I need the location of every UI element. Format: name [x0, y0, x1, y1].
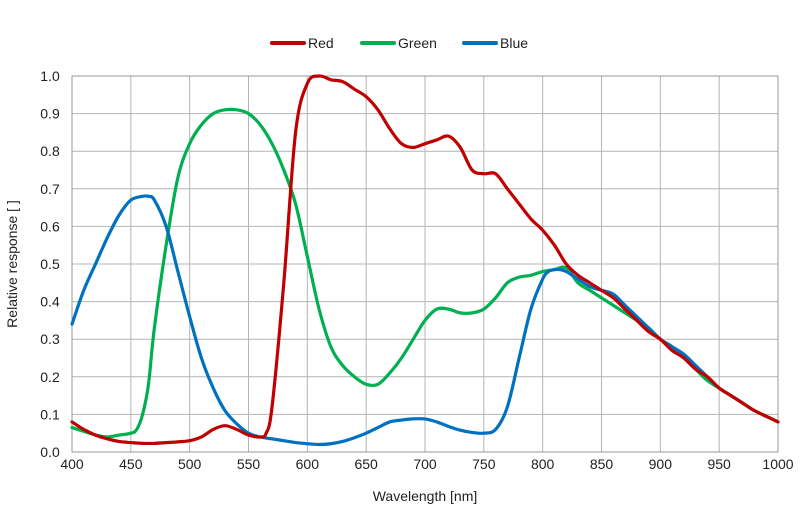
x-tick-label: 800 [531, 456, 555, 472]
y-axis-ticks: 0.0 0.1 0.2 0.3 0.4 0.5 0.6 0.7 0.8 0.9 1.0 [40, 68, 60, 460]
y-tick-label: 1.0 [40, 68, 60, 84]
legend-label-green: Green [398, 35, 437, 51]
plot-frame [71, 75, 779, 453]
x-tick-label: 600 [296, 456, 320, 472]
x-tick-label: 750 [472, 456, 496, 472]
y-tick-label: 0.9 [40, 106, 60, 122]
x-axis-ticks: 400 450 500 550 600 650 700 750 800 850 900 950 1000 [60, 456, 793, 472]
y-tick-label: 0.8 [40, 143, 60, 159]
x-tick-label: 700 [413, 456, 437, 472]
x-tick-label: 950 [707, 456, 731, 472]
y-tick-label: 0.3 [40, 331, 60, 347]
x-tick-label: 650 [354, 456, 378, 472]
x-axis-label: Wavelength [nm] [373, 488, 478, 504]
x-tick-label: 400 [60, 456, 84, 472]
y-tick-label: 0.7 [40, 181, 60, 197]
y-tick-label: 0.1 [40, 406, 60, 422]
x-tick-label: 450 [119, 456, 143, 472]
x-tick-label: 900 [649, 456, 673, 472]
series-lines [70, 74, 780, 447]
y-axis-label: Relative response [ ] [4, 200, 20, 328]
y-tick-label: 0.2 [40, 369, 60, 385]
x-tick-label: 500 [178, 456, 202, 472]
legend-label-blue: Blue [500, 35, 528, 51]
y-tick-label: 0.5 [40, 256, 60, 272]
legend-label-red: Red [308, 35, 334, 51]
legend: Red Green Blue [270, 35, 528, 51]
x-tick-label: 850 [590, 456, 614, 472]
grid [71, 75, 779, 453]
x-tick-label: 550 [237, 456, 261, 472]
x-tick-label: 1000 [762, 456, 793, 472]
y-tick-label: 0.6 [40, 218, 60, 234]
y-tick-label: 0.0 [40, 444, 60, 460]
y-tick-label: 0.4 [40, 294, 60, 310]
series-line-red [70, 74, 780, 446]
